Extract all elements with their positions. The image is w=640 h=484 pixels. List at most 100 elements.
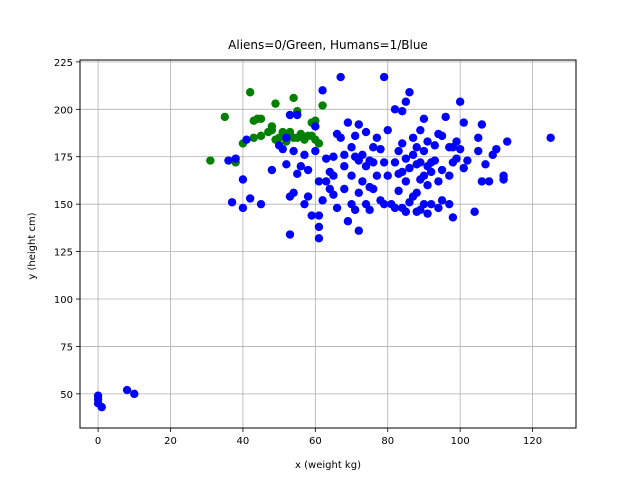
data-point bbox=[419, 146, 429, 156]
data-point bbox=[358, 177, 367, 186]
data-point bbox=[282, 133, 291, 142]
data-point bbox=[423, 137, 432, 146]
data-point bbox=[314, 211, 324, 220]
data-point bbox=[394, 146, 403, 156]
data-point bbox=[459, 118, 468, 127]
x-tick-label: 80 bbox=[381, 436, 394, 447]
data-point bbox=[267, 122, 277, 131]
data-point bbox=[390, 203, 400, 213]
data-point bbox=[412, 143, 421, 152]
x-tick-label: 60 bbox=[309, 436, 322, 447]
data-point bbox=[285, 110, 295, 120]
data-point bbox=[249, 133, 258, 142]
data-point bbox=[303, 165, 313, 175]
data-point bbox=[419, 171, 429, 180]
data-point bbox=[405, 88, 414, 97]
x-tick-label: 0 bbox=[95, 436, 101, 447]
data-point bbox=[546, 133, 555, 142]
data-point bbox=[336, 133, 345, 142]
plot-frame bbox=[79, 59, 577, 429]
data-point bbox=[354, 120, 363, 129]
x-tick-label: 100 bbox=[451, 436, 470, 447]
data-point bbox=[412, 188, 421, 197]
y-tick-label: 175 bbox=[54, 153, 73, 164]
data-point bbox=[340, 162, 349, 171]
data-point bbox=[474, 133, 483, 142]
data-point bbox=[441, 112, 450, 122]
data-point bbox=[398, 107, 407, 116]
data-point bbox=[314, 222, 324, 232]
data-point bbox=[369, 158, 378, 167]
data-point bbox=[419, 114, 429, 124]
data-point bbox=[430, 141, 440, 150]
data-point bbox=[423, 209, 432, 218]
data-point bbox=[463, 156, 472, 165]
data-point bbox=[445, 199, 454, 209]
data-point bbox=[285, 230, 295, 239]
data-point bbox=[390, 158, 400, 167]
data-point bbox=[405, 163, 414, 173]
data-point bbox=[434, 203, 443, 213]
data-point bbox=[336, 72, 345, 82]
y-tick-label: 100 bbox=[54, 295, 73, 306]
data-point bbox=[445, 171, 454, 180]
x-tick-label: 120 bbox=[523, 436, 542, 447]
data-point bbox=[394, 186, 403, 196]
data-point bbox=[340, 150, 349, 160]
data-point bbox=[314, 139, 324, 148]
data-point bbox=[307, 211, 316, 220]
data-point bbox=[318, 196, 327, 205]
data-point bbox=[321, 177, 331, 186]
data-point bbox=[503, 137, 512, 146]
data-point bbox=[293, 110, 302, 120]
grid bbox=[80, 60, 576, 428]
data-point bbox=[452, 137, 461, 146]
data-point bbox=[437, 131, 447, 141]
data-point bbox=[401, 154, 411, 163]
data-point bbox=[242, 135, 251, 144]
data-point bbox=[448, 213, 458, 222]
data-point bbox=[340, 184, 349, 194]
data-point bbox=[379, 158, 389, 167]
x-tick-label: 40 bbox=[237, 436, 250, 447]
data-point bbox=[347, 171, 356, 180]
data-point bbox=[350, 205, 360, 215]
y-tick-label: 150 bbox=[54, 200, 73, 211]
data-point bbox=[289, 146, 298, 156]
data-point bbox=[220, 112, 230, 122]
data-point bbox=[224, 156, 233, 165]
data-point bbox=[350, 131, 360, 141]
data-point bbox=[329, 190, 338, 199]
data-point bbox=[358, 150, 367, 160]
data-point bbox=[401, 177, 411, 186]
data-point bbox=[256, 199, 266, 209]
data-point bbox=[419, 199, 429, 209]
data-point bbox=[130, 389, 139, 399]
data-point bbox=[426, 199, 436, 209]
data-point bbox=[278, 144, 287, 154]
data-point bbox=[296, 162, 306, 171]
data-point bbox=[97, 402, 106, 412]
x-axis-label: x (weight kg) bbox=[295, 460, 361, 471]
data-point bbox=[481, 160, 490, 169]
data-point bbox=[474, 146, 483, 156]
data-point bbox=[245, 194, 255, 203]
data-point bbox=[361, 127, 371, 137]
data-point bbox=[426, 167, 436, 177]
data-point bbox=[122, 385, 132, 395]
ticks: 0 20 40 60 80 100 120 50 75 100 125 150 175 200 225 bbox=[54, 58, 542, 447]
axes bbox=[79, 59, 577, 429]
data-point bbox=[455, 97, 465, 106]
data-point bbox=[379, 72, 389, 82]
data-point bbox=[434, 177, 443, 186]
data-point bbox=[303, 192, 313, 201]
data-point bbox=[416, 158, 425, 167]
data-point bbox=[354, 226, 363, 235]
data-point bbox=[398, 139, 407, 148]
data-point bbox=[282, 160, 291, 169]
data-point bbox=[455, 144, 465, 154]
data-point bbox=[372, 133, 382, 142]
chart-title: Aliens=0/Green, Humans=1/Blue bbox=[228, 38, 428, 52]
data-point bbox=[343, 217, 353, 226]
